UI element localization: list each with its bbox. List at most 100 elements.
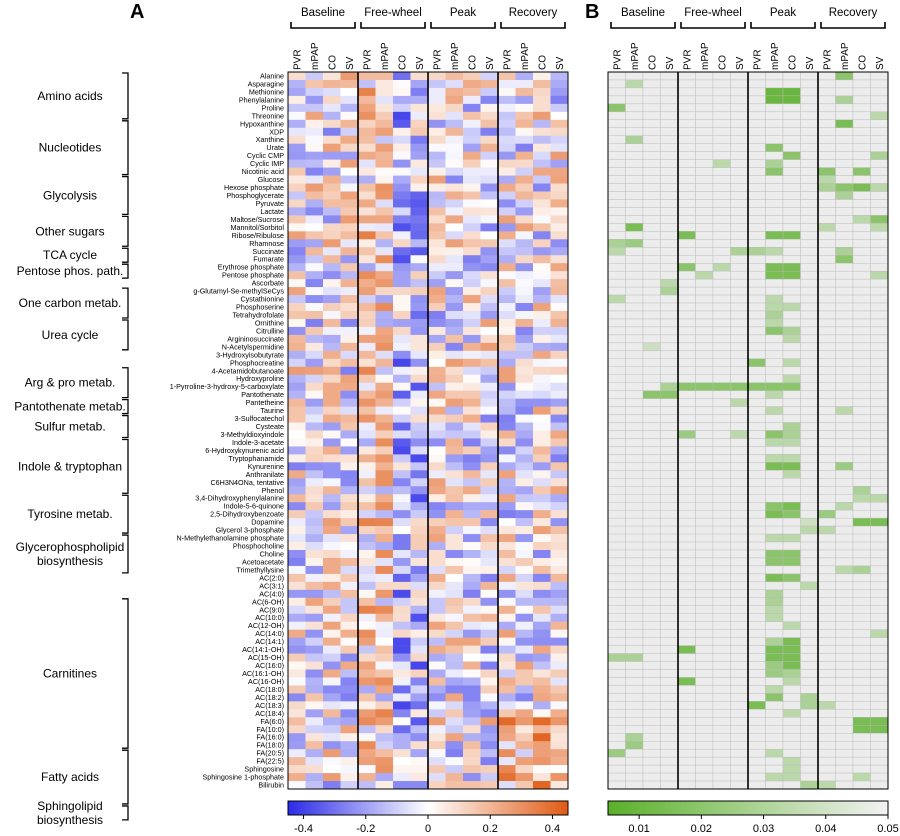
- heatmap-a-cell: [428, 103, 446, 113]
- heatmap-a-cell: [288, 550, 306, 559]
- heatmap-a-cell: [410, 287, 429, 296]
- heatmap-b-cell: [712, 637, 731, 646]
- heatmap-b-cell: [782, 613, 801, 622]
- heatmap-a-cell: [428, 143, 446, 152]
- heatmap-a-cell: [533, 199, 551, 208]
- heatmap-b-cell: [642, 709, 661, 718]
- heatmap-a-cell: [428, 406, 446, 415]
- heatmap-a-cell: [305, 510, 324, 519]
- heatmap-a-cell: [288, 693, 306, 702]
- heatmap-a-cell: [358, 390, 376, 399]
- heatmap-b-cell: [835, 326, 854, 336]
- heatmap-b-cell: [870, 717, 889, 726]
- heatmap-a-cell: [410, 653, 429, 662]
- heatmap-b-cell: [852, 191, 871, 200]
- heatmap-a-cell: [375, 271, 394, 280]
- heatmap-b-cell: [625, 326, 644, 336]
- heatmap-b-cell: [870, 462, 889, 471]
- heatmap-b-cell: [730, 717, 749, 726]
- heatmap-a-cell: [550, 701, 569, 710]
- heatmap-b-cell: [695, 438, 714, 447]
- heatmap-a-cell: [515, 406, 534, 415]
- heatmap-b-cell: [625, 772, 644, 782]
- heatmap-b-cell: [712, 111, 731, 121]
- heatmap-a-cell: [305, 645, 324, 654]
- heatmap-b-cell: [817, 103, 836, 113]
- heatmap-b-cell: [817, 167, 836, 176]
- heatmap-b-cell: [782, 159, 801, 168]
- heatmap-b-cell: [870, 748, 889, 758]
- heatmap-a-cell: [428, 295, 446, 304]
- heatmap-b-cell: [730, 239, 749, 248]
- heatmap-a-cell: [340, 398, 359, 407]
- heatmap-b-cell: [852, 685, 871, 694]
- heatmap-b-cell: [607, 621, 626, 630]
- heatmap-a-cell: [428, 669, 446, 678]
- heatmap-b-cell: [765, 422, 784, 431]
- heatmap-a-cell: [550, 542, 569, 551]
- heatmap-a-cell: [323, 685, 341, 694]
- heatmap-b-cell: [712, 589, 731, 599]
- heatmap-b-cell: [800, 374, 819, 383]
- heatmap-b-cell: [607, 748, 626, 758]
- row-label: N-Acetylspermidine: [222, 342, 284, 351]
- heatmap-b-cell: [642, 231, 661, 240]
- heatmap-b-cell: [695, 462, 714, 471]
- heatmap-a-cell: [428, 72, 446, 81]
- heatmap-a-cell: [498, 159, 516, 168]
- heatmap-a-cell: [428, 661, 446, 670]
- heatmap-a-cell: [305, 295, 324, 304]
- heatmap-b-cell: [730, 573, 749, 583]
- heatmap-a-cell: [288, 72, 306, 81]
- heatmap-b-cell: [607, 741, 626, 750]
- heatmap-b-cell: [747, 533, 766, 543]
- heatmap-b-cell: [660, 709, 679, 718]
- heatmap-a-cell: [498, 462, 516, 471]
- row-label: Indole-3-acetate: [232, 438, 284, 447]
- heatmap-a-cell: [375, 159, 394, 168]
- heatmap-b-cell: [747, 581, 766, 591]
- heatmap-a-cell: [498, 295, 516, 304]
- heatmap-a-cell: [533, 72, 551, 81]
- heatmap-b-cell: [607, 549, 626, 559]
- heatmap-a-cell: [323, 111, 341, 121]
- heatmap-b-cell: [712, 517, 731, 527]
- row-label: Cyclic CMP: [247, 151, 284, 160]
- heatmap-a-cell: [305, 398, 324, 407]
- heatmap-a-cell: [515, 573, 534, 583]
- heatmap-a-cell: [515, 494, 534, 503]
- heatmap-a-cell: [323, 223, 341, 232]
- heatmap-b-cell: [852, 350, 871, 359]
- row-label: AC(18:0): [255, 685, 284, 694]
- heatmap-a-cell: [410, 446, 429, 455]
- heatmap-b-cell: [730, 478, 749, 487]
- heatmap-b-cell: [712, 231, 731, 240]
- heatmap-a-cell: [305, 151, 324, 160]
- heatmap-a-cell: [480, 677, 499, 686]
- heatmap-b-cell: [625, 756, 644, 766]
- heatmap-b-cell: [607, 247, 626, 256]
- heatmap-a-cell: [428, 486, 446, 495]
- heatmap-a-cell: [375, 621, 394, 630]
- heatmap-a-cell: [550, 366, 569, 376]
- heatmap-b-cell: [642, 239, 661, 248]
- heatmap-b-cell: [870, 677, 889, 686]
- heatmap-b-cell: [607, 693, 626, 702]
- heatmap-a-cell: [358, 430, 376, 439]
- heatmap-a-cell: [480, 597, 499, 607]
- heatmap-a-cell: [393, 502, 411, 511]
- heatmap-a-cell: [393, 79, 411, 89]
- heatmap-a-cell: [515, 781, 534, 790]
- heatmap-b-cell: [677, 374, 696, 383]
- heatmap-b-cell: [765, 462, 784, 471]
- heatmap-b-cell: [642, 143, 661, 152]
- heatmap-a-cell: [480, 685, 499, 694]
- heatmap-b-cell: [695, 637, 714, 646]
- heatmap-b-cell: [677, 725, 696, 734]
- heatmap-a-cell: [375, 446, 394, 455]
- heatmap-a-cell: [305, 781, 324, 790]
- heatmap-b-cell: [660, 342, 679, 352]
- heatmap-b-cell: [852, 111, 871, 121]
- heatmap-a-cell: [410, 717, 429, 726]
- heatmap-a-cell: [323, 79, 341, 89]
